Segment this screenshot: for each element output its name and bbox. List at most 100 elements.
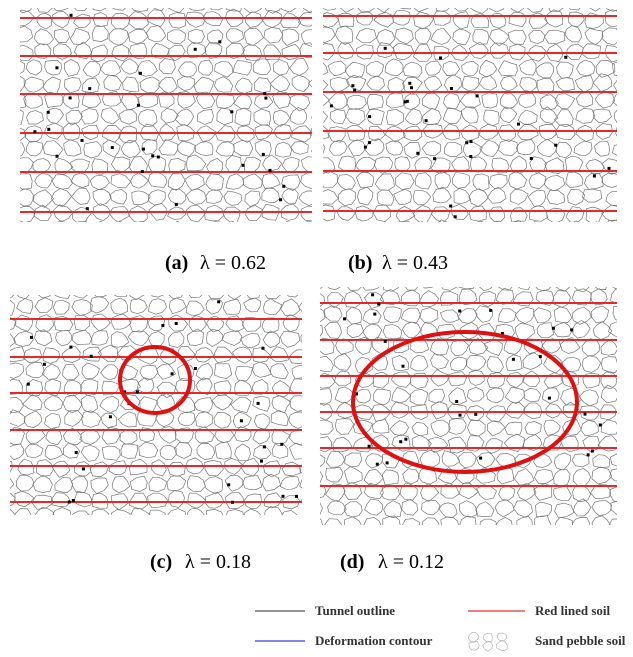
pebble xyxy=(440,310,459,322)
pebble xyxy=(476,502,494,517)
pebble xyxy=(602,205,622,221)
pebble xyxy=(273,110,290,126)
pebble xyxy=(453,173,470,189)
pebble xyxy=(537,323,554,338)
pebble xyxy=(488,187,507,203)
pebble xyxy=(509,171,527,189)
pebble xyxy=(174,442,192,458)
pebble xyxy=(62,94,79,108)
pebble xyxy=(90,297,109,314)
pebble xyxy=(489,0,504,12)
pebble xyxy=(54,44,72,60)
pebble xyxy=(241,334,260,348)
pebble xyxy=(111,13,129,29)
marker-dot xyxy=(591,450,594,453)
pebble xyxy=(195,142,213,156)
pebble xyxy=(307,467,323,484)
pebble xyxy=(613,91,633,107)
pebble xyxy=(280,477,299,490)
marker-dot xyxy=(416,152,419,155)
pebble xyxy=(461,125,479,141)
pebble xyxy=(148,281,167,297)
pebble xyxy=(121,93,139,110)
pebble xyxy=(188,493,206,508)
pebble xyxy=(166,283,185,299)
pebble xyxy=(306,274,323,290)
pebble xyxy=(364,469,383,485)
pebble xyxy=(215,442,231,459)
marker-dot xyxy=(376,463,379,466)
pebble xyxy=(93,190,111,206)
pebble xyxy=(469,206,486,221)
marker-dot xyxy=(161,324,164,327)
pebble xyxy=(45,445,63,459)
marker-dot xyxy=(351,84,354,87)
pebble xyxy=(91,314,110,331)
pebble xyxy=(75,315,90,330)
marker-dot xyxy=(373,313,376,316)
pebble xyxy=(337,402,353,418)
marker-dot xyxy=(136,390,139,393)
panel-label: (d) xyxy=(340,551,364,573)
figure: (a) λ = 0.62 (b) λ = 0.43 (c) λ = 0.18 (… xyxy=(0,0,633,657)
pebble xyxy=(335,371,351,386)
pebble xyxy=(347,95,367,109)
pebble xyxy=(480,140,500,157)
pebble xyxy=(483,633,492,642)
pebble xyxy=(300,0,318,12)
pebble xyxy=(347,125,365,140)
marker-dot xyxy=(56,155,59,158)
pebble xyxy=(452,157,470,172)
pebble xyxy=(0,299,14,315)
pebble xyxy=(147,26,166,42)
pebble xyxy=(520,78,537,92)
pebble xyxy=(604,0,624,11)
pebble xyxy=(363,309,381,324)
pebble xyxy=(33,159,51,173)
pebble xyxy=(151,460,166,477)
marker-dot xyxy=(263,445,266,448)
pebble xyxy=(92,493,108,508)
pebble xyxy=(467,387,484,401)
pebble xyxy=(501,93,518,109)
pebble xyxy=(53,205,73,222)
pebble xyxy=(72,300,92,316)
pebble xyxy=(534,469,553,483)
pebble xyxy=(422,108,441,125)
pebble xyxy=(585,28,603,44)
marker-dot xyxy=(330,104,333,107)
pebble xyxy=(431,370,449,387)
marker-dot xyxy=(517,123,520,126)
pebble xyxy=(366,454,383,469)
pebble xyxy=(606,191,622,205)
pebble xyxy=(315,437,332,452)
pebble xyxy=(130,299,147,314)
marker-dot xyxy=(548,397,551,400)
pebble xyxy=(301,495,319,508)
pebble xyxy=(72,330,91,345)
pebble xyxy=(279,0,298,12)
pebble xyxy=(65,78,82,93)
pebble xyxy=(243,476,262,490)
pebble xyxy=(100,61,120,76)
pebble xyxy=(334,354,351,370)
pebble xyxy=(206,174,224,191)
pebble xyxy=(90,462,109,477)
pebble xyxy=(413,205,432,222)
pebble xyxy=(431,28,451,44)
pebble xyxy=(415,157,432,172)
pebble xyxy=(64,140,81,156)
pebble xyxy=(500,107,517,123)
pebble xyxy=(149,157,166,173)
marker-dot xyxy=(263,92,266,95)
marker-dot xyxy=(68,501,71,504)
marker-dot xyxy=(599,424,602,427)
marker-dot xyxy=(465,141,468,144)
pebble xyxy=(272,396,291,413)
pebble xyxy=(433,187,451,203)
pebble xyxy=(300,477,320,492)
pebble xyxy=(324,306,342,321)
pebble xyxy=(573,469,590,486)
pebble xyxy=(385,59,403,76)
pebble xyxy=(282,157,299,171)
